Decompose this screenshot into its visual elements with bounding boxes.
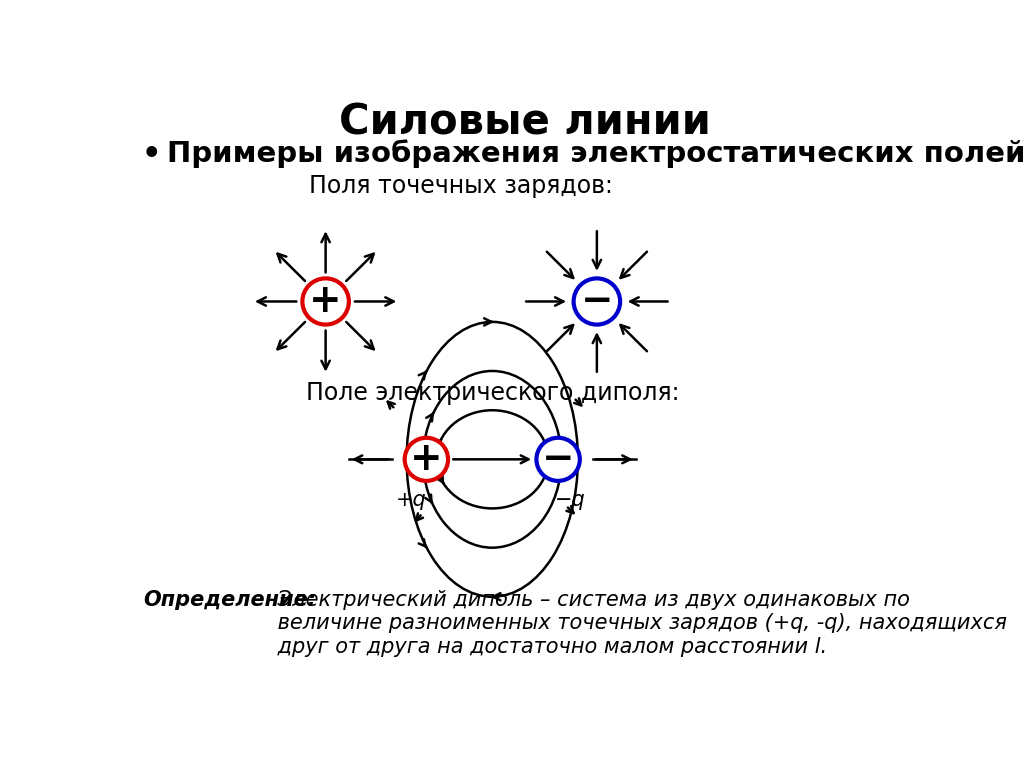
Text: +q: +q xyxy=(395,490,426,510)
Text: Поле электрического диполя:: Поле электрического диполя: xyxy=(305,380,679,405)
Text: −: − xyxy=(581,282,613,321)
Circle shape xyxy=(302,278,349,324)
Circle shape xyxy=(573,278,621,324)
Circle shape xyxy=(404,438,449,481)
Text: Электрический диполь – система из двух одинаковых по
 величине разноименных точе: Электрический диполь – система из двух о… xyxy=(271,591,1008,657)
Text: •: • xyxy=(142,140,162,169)
Text: −q: −q xyxy=(554,490,585,510)
Text: −: − xyxy=(542,440,574,479)
Text: +: + xyxy=(309,282,342,321)
Text: +: + xyxy=(410,440,442,479)
Text: Поля точечных зарядов:: Поля точечных зарядов: xyxy=(309,174,613,199)
Text: Определение:: Определение: xyxy=(143,591,316,611)
Text: Примеры изображения электростатических полей: Примеры изображения электростатических п… xyxy=(167,140,1024,169)
Circle shape xyxy=(537,438,580,481)
Text: Силовые линии: Силовые линии xyxy=(339,101,711,143)
